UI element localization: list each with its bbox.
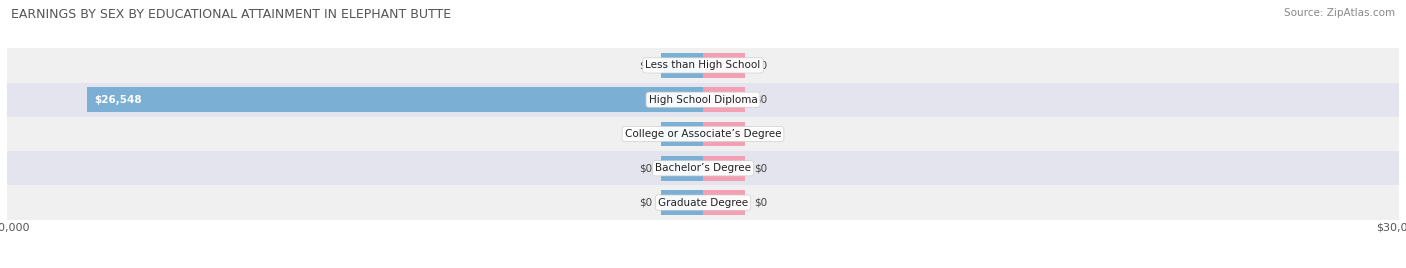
- Bar: [87, 87, 703, 112]
- Text: $0: $0: [638, 163, 652, 173]
- Text: $0: $0: [754, 129, 768, 139]
- Bar: [661, 190, 703, 215]
- Text: $0: $0: [638, 129, 652, 139]
- Text: College or Associate’s Degree: College or Associate’s Degree: [624, 129, 782, 139]
- Text: Source: ZipAtlas.com: Source: ZipAtlas.com: [1284, 8, 1395, 18]
- Bar: [7, 83, 1399, 117]
- Text: $0: $0: [754, 163, 768, 173]
- Text: $26,548: $26,548: [94, 95, 142, 105]
- Text: $0: $0: [638, 198, 652, 208]
- Text: $0: $0: [754, 198, 768, 208]
- Bar: [703, 87, 745, 112]
- Bar: [661, 156, 703, 181]
- Bar: [7, 151, 1399, 185]
- Bar: [703, 122, 745, 146]
- Text: $0: $0: [754, 95, 768, 105]
- Text: EARNINGS BY SEX BY EDUCATIONAL ATTAINMENT IN ELEPHANT BUTTE: EARNINGS BY SEX BY EDUCATIONAL ATTAINMEN…: [11, 8, 451, 21]
- Text: High School Diploma: High School Diploma: [648, 95, 758, 105]
- Bar: [703, 53, 745, 78]
- Text: $0: $0: [638, 60, 652, 70]
- Bar: [7, 185, 1399, 220]
- Bar: [7, 117, 1399, 151]
- Text: Graduate Degree: Graduate Degree: [658, 198, 748, 208]
- Bar: [703, 190, 745, 215]
- Bar: [703, 156, 745, 181]
- Text: $0: $0: [754, 60, 768, 70]
- Text: Less than High School: Less than High School: [645, 60, 761, 70]
- Bar: [7, 48, 1399, 83]
- Bar: [661, 122, 703, 146]
- Text: Bachelor’s Degree: Bachelor’s Degree: [655, 163, 751, 173]
- Bar: [661, 53, 703, 78]
